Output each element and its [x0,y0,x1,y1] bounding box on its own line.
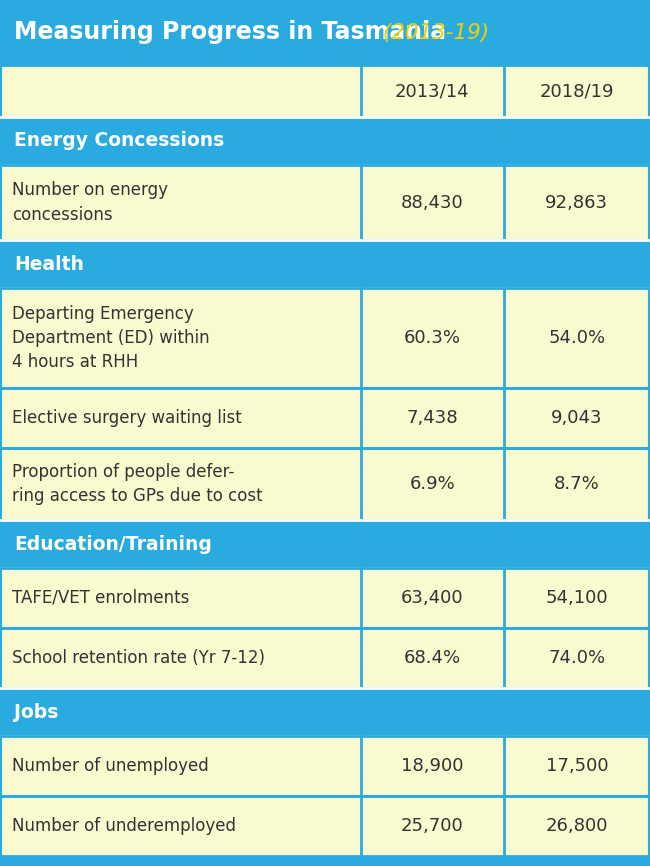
Text: Measuring Progress in Tasmania: Measuring Progress in Tasmania [14,21,446,44]
Bar [504,568,650,628]
Bar [0,736,361,796]
Text: School retention rate (Yr 7-12): School retention rate (Yr 7-12) [12,649,265,667]
Bar [504,288,650,388]
Bar [361,288,504,388]
Bar [0,448,361,520]
Bar [361,448,504,520]
Bar [0,628,361,688]
Text: 9,043: 9,043 [551,409,603,427]
Bar [361,388,504,448]
Bar [504,388,650,448]
Text: 6.9%: 6.9% [410,475,455,493]
Text: Jobs: Jobs [14,702,58,721]
Bar [0,688,650,736]
Text: Number on energy
concessions: Number on energy concessions [12,181,168,223]
Bar [361,796,504,856]
Text: Proportion of people defer-
ring access to GPs due to cost: Proportion of people defer- ring access … [12,462,263,505]
Text: 2013/14: 2013/14 [395,82,469,100]
Bar [0,388,361,448]
Bar [504,165,650,240]
Text: 54.0%: 54.0% [549,329,605,347]
Bar [0,288,361,388]
Text: 88,430: 88,430 [401,193,463,211]
Bar [0,240,650,288]
Text: Number of underemployed: Number of underemployed [12,817,236,835]
Text: 17,500: 17,500 [545,757,608,775]
Bar [504,628,650,688]
Text: Number of unemployed: Number of unemployed [12,757,209,775]
Bar [0,796,361,856]
Text: 8.7%: 8.7% [554,475,600,493]
Text: 68.4%: 68.4% [404,649,461,667]
Text: (2013-19): (2013-19) [376,23,489,42]
Bar [361,568,504,628]
Bar [0,65,361,117]
Text: Elective surgery waiting list: Elective surgery waiting list [12,409,242,427]
Text: Health: Health [14,255,84,274]
Text: 54,100: 54,100 [545,589,608,607]
Bar [0,568,361,628]
Bar [361,65,504,117]
Text: 25,700: 25,700 [401,817,463,835]
Text: 26,800: 26,800 [545,817,608,835]
Text: 7,438: 7,438 [406,409,458,427]
Text: 60.3%: 60.3% [404,329,461,347]
Text: Education/Training: Education/Training [14,534,212,553]
Text: 74.0%: 74.0% [549,649,605,667]
Bar [361,165,504,240]
Bar [0,520,650,568]
Text: TAFE/VET enrolments: TAFE/VET enrolments [12,589,189,607]
Bar [504,448,650,520]
Bar [0,165,361,240]
Bar [504,796,650,856]
Bar [361,628,504,688]
Text: 63,400: 63,400 [401,589,463,607]
Bar [361,736,504,796]
Text: 92,863: 92,863 [545,193,608,211]
Bar [0,117,650,165]
Text: Departing Emergency
Department (ED) within
4 hours at RHH: Departing Emergency Department (ED) with… [12,305,209,372]
Text: 18,900: 18,900 [401,757,463,775]
Bar [504,736,650,796]
Text: 2018/19: 2018/19 [540,82,614,100]
Text: Energy Concessions: Energy Concessions [14,132,224,151]
Bar [504,65,650,117]
